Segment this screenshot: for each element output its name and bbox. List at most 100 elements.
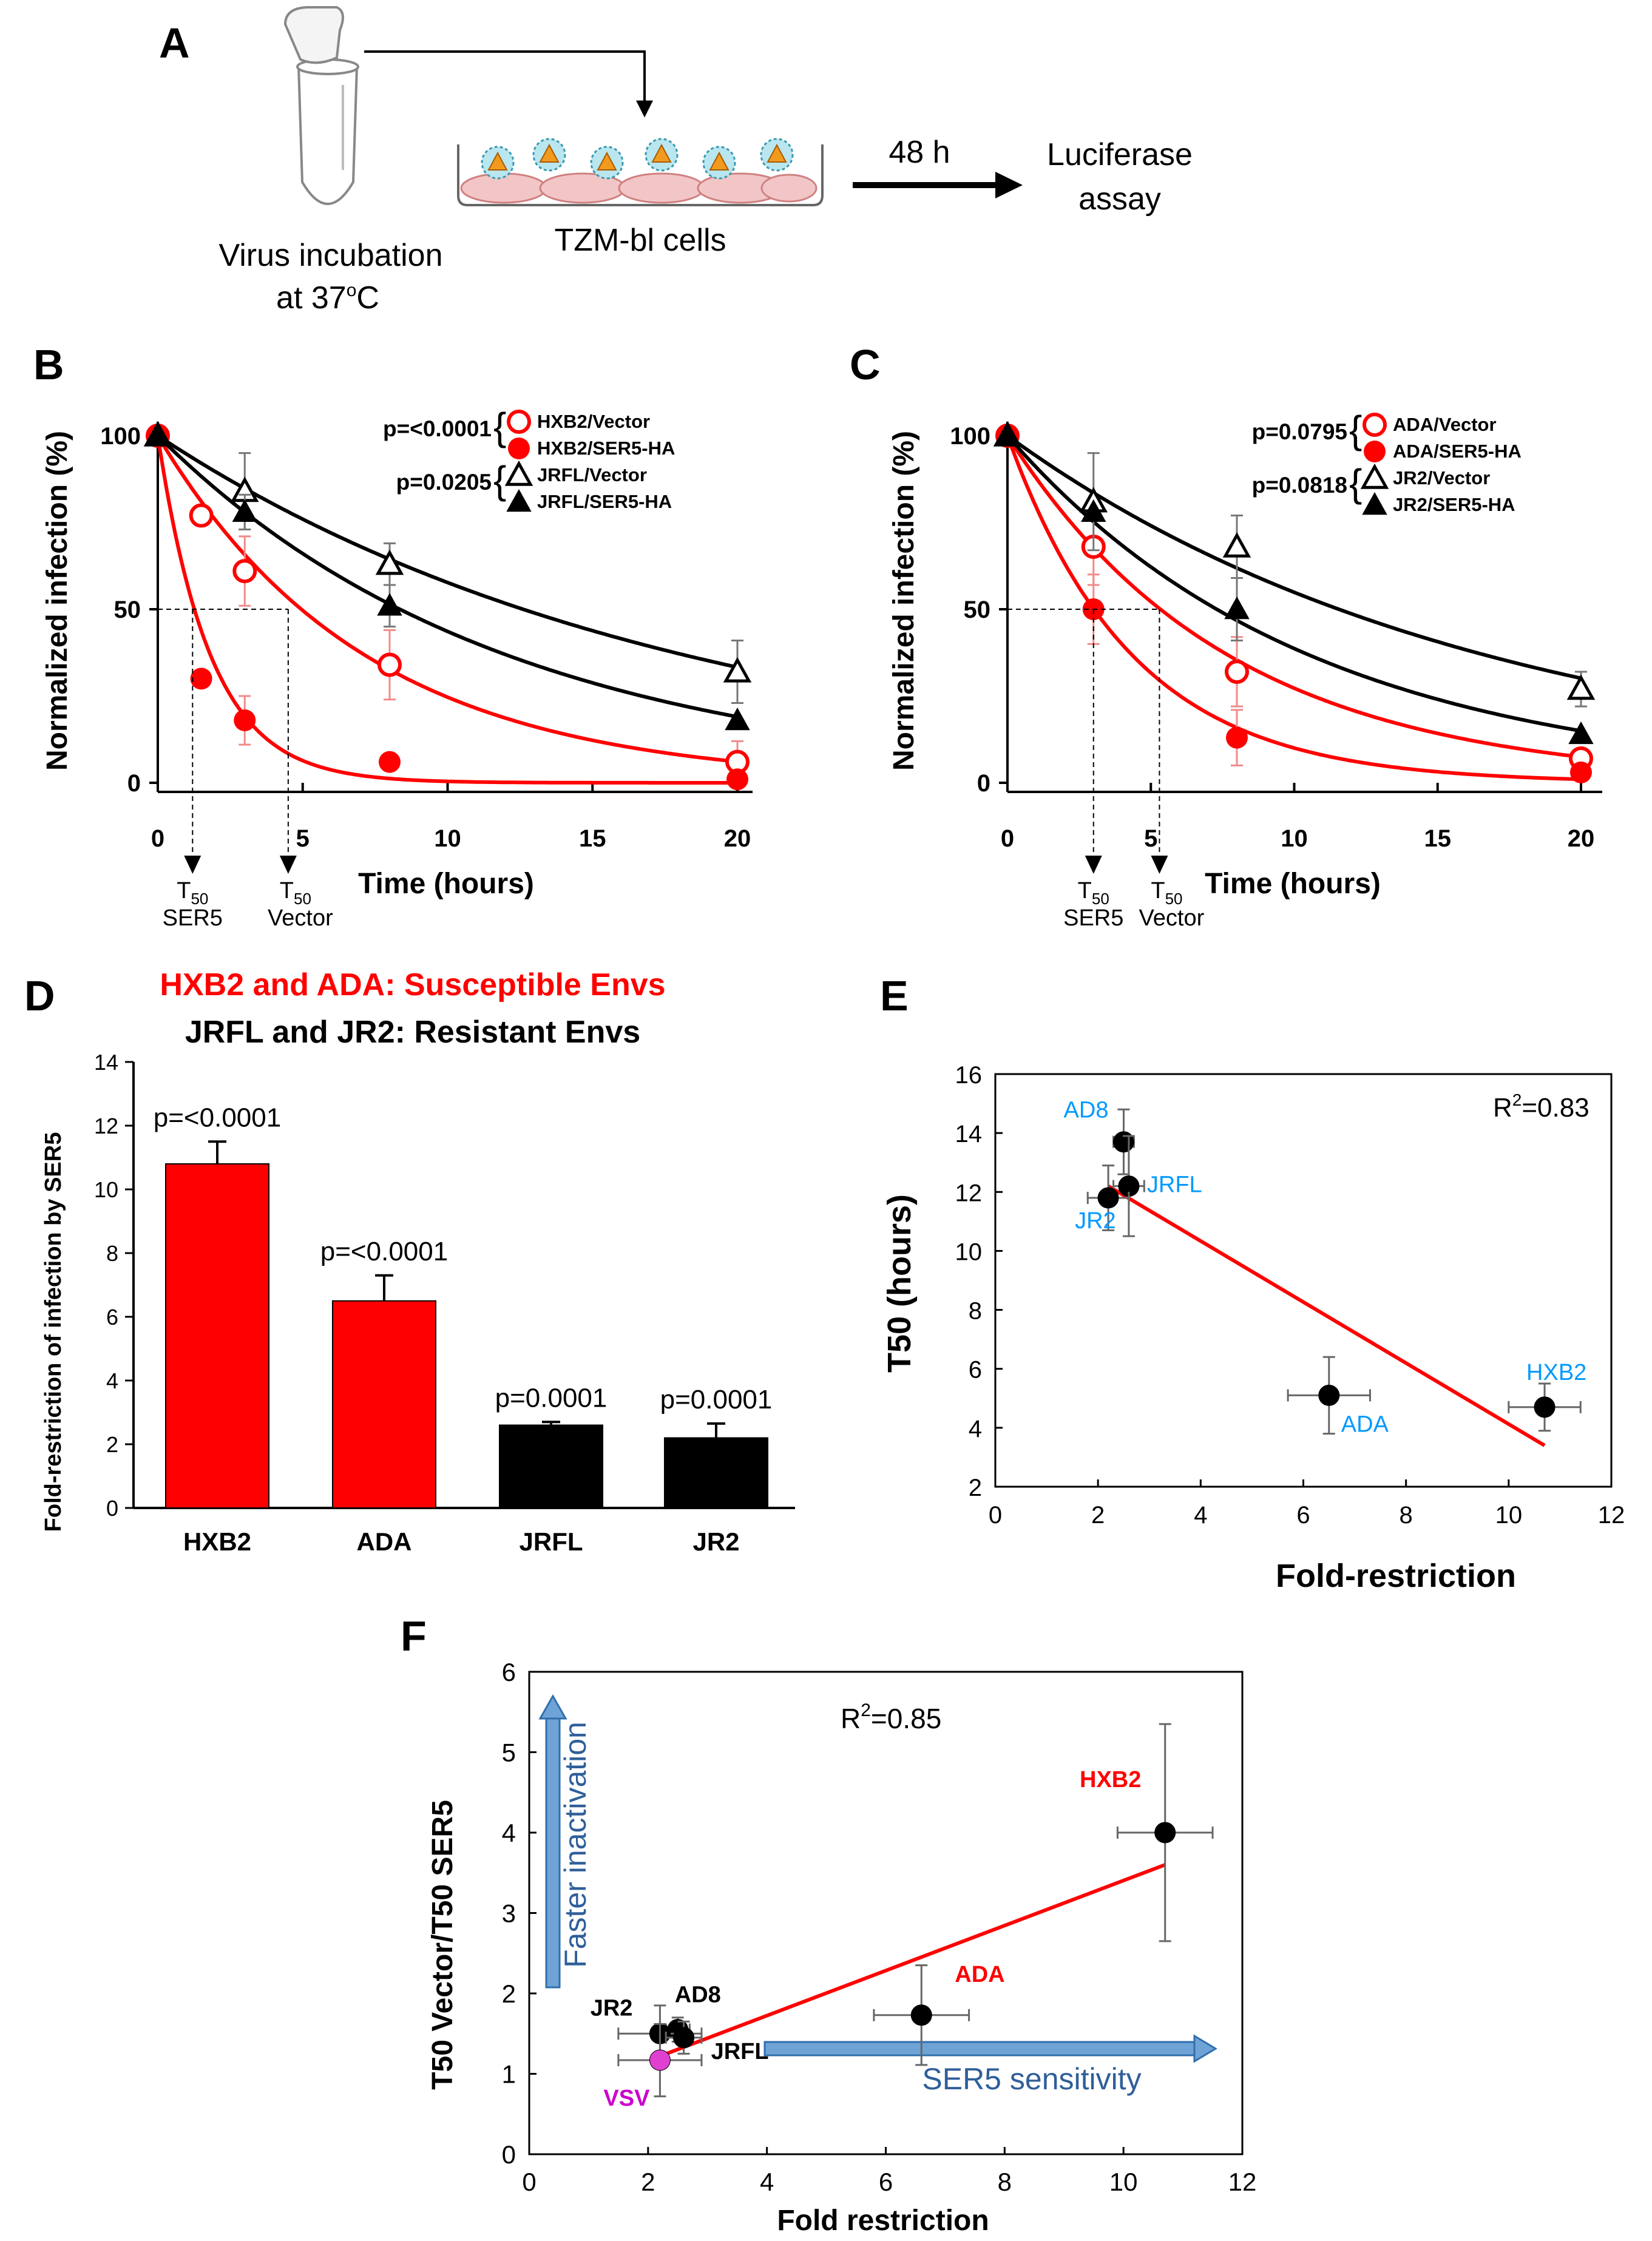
bar-hxb2: [165, 1163, 269, 1509]
p-value-label: p=<0.0001: [383, 416, 492, 441]
point-jrfl: [673, 2027, 695, 2049]
legend-marker: [1360, 463, 1389, 489]
y-tick-label: 4: [969, 1416, 982, 1442]
panel-e-xlabel: Fold-restriction: [1276, 1558, 1516, 1594]
y-tick-label: 4: [502, 1819, 516, 1847]
y-tick-label: 1: [502, 2060, 516, 2089]
y-tick-label: 16: [955, 1062, 983, 1089]
panel-c: C Normalized infection (%) Time (hours) …: [850, 341, 1602, 931]
bar-pvalue: p=0.0001: [660, 1385, 773, 1415]
t50-ser5-sublabel: SER5: [1063, 905, 1123, 931]
y-tick-label: 12: [94, 1114, 118, 1138]
x-tick-label: 2: [1091, 1502, 1105, 1529]
data-point: [725, 707, 750, 731]
virus-incubation-label: Virus incubation: [218, 238, 442, 273]
legend-marker: [1364, 441, 1386, 462]
y-tick-label: 100: [950, 423, 990, 450]
x-tick-label: 10: [1495, 1502, 1523, 1529]
fit-curve-ada-ser5-ha: [1006, 434, 1582, 782]
x-tick-label: 6: [1296, 1502, 1310, 1529]
x-tick-label: 2: [641, 2168, 655, 2196]
bar-jr2: [664, 1437, 768, 1509]
legend-brace: {: [1349, 408, 1362, 451]
time-label: 48 h: [889, 135, 950, 170]
transfer-arrow: [364, 50, 653, 118]
point-label-hxb2: HXB2: [1080, 1767, 1141, 1793]
y-tick-label: 12: [955, 1180, 983, 1206]
panel-b-xlabel: Time (hours): [358, 868, 534, 900]
panel-e-r2: R2=0.83: [1493, 1090, 1589, 1123]
virus-particles: [481, 138, 794, 180]
point-label-ad8: AD8: [675, 1982, 721, 2008]
y-tick-label: 6: [502, 1658, 516, 1686]
assay-label-1: Luciferase: [1047, 137, 1193, 172]
data-point: [1570, 761, 1592, 783]
point-label-vsv: VSV: [603, 2086, 650, 2111]
panel-d-title-black: JRFL and JR2: Resistant Envs: [185, 1015, 640, 1050]
point-ada: [1318, 1384, 1340, 1406]
data-point: [377, 652, 402, 677]
legend-label: JR2/Vector: [1393, 467, 1490, 488]
point-ada: [910, 2004, 932, 2026]
x-tick-label: 12: [1228, 2168, 1257, 2196]
point-jr2: [1097, 1187, 1119, 1209]
point-label-jr2: JR2: [1075, 1208, 1116, 1234]
p-value-label: p=0.0205: [396, 470, 492, 495]
data-point: [1222, 532, 1251, 558]
panel-c-xlabel: Time (hours): [1205, 868, 1381, 900]
x-tick-label: 20: [724, 825, 751, 852]
legend-label: ADA/SER5-HA: [1393, 441, 1522, 462]
t50-ser5-arrowhead: [1085, 856, 1102, 874]
x-tick-label: 20: [1568, 825, 1595, 852]
virus-temp-label: at 37oC: [276, 280, 379, 316]
legend-brace: {: [493, 405, 506, 448]
y-tick-label: 0: [502, 2140, 516, 2169]
assay-label-2: assay: [1078, 181, 1161, 217]
fit-curve-jr2-ser5-ha: [1006, 434, 1582, 733]
legend-marker: [507, 410, 531, 434]
legend-label: ADA/Vector: [1393, 414, 1497, 435]
panel-f-r2: R2=0.85: [841, 1700, 941, 1734]
legend-marker: [1363, 413, 1387, 437]
bar-ada: [332, 1300, 436, 1509]
t50-vector-sublabel: Vector: [1139, 905, 1205, 931]
y-tick-label: 2: [502, 1979, 516, 2008]
panel-e-ylabel: T50 (hours): [881, 1194, 918, 1373]
data-point: [379, 751, 401, 773]
data-point: [189, 503, 214, 528]
data-point: [1566, 674, 1596, 700]
data-point: [375, 549, 404, 575]
panel-d: D HXB2 and ADA: Susceptible Envs JRFL an…: [24, 967, 795, 1556]
y-tick-label: 50: [114, 597, 141, 623]
data-point: [234, 709, 256, 732]
point-label-ad8: AD8: [1064, 1098, 1109, 1123]
point-label-jr2: JR2: [591, 1995, 633, 2021]
data-point: [726, 768, 748, 791]
legend-marker: [1362, 492, 1387, 515]
legend-label: JRFL/Vector: [537, 464, 647, 485]
data-point: [232, 559, 257, 584]
regression-line: [659, 1863, 1166, 2058]
y-tick-label: 10: [94, 1177, 118, 1202]
x-tick-label: 5: [296, 825, 310, 852]
legend-label: JR2/SER5-HA: [1393, 494, 1515, 515]
x-tick-label: 0: [151, 825, 164, 852]
legend-label: HXB2/SER5-HA: [537, 438, 675, 459]
process-arrow-head: [995, 172, 1023, 198]
point-label-jrfl: JRFL: [711, 2039, 769, 2064]
data-point: [232, 499, 257, 522]
regression-line: [1107, 1184, 1546, 1447]
x-tick-label: 15: [1424, 825, 1452, 852]
panel-c-ylabel: Normalized infection (%): [888, 431, 920, 771]
fit-curve-jr2-vector: [1006, 434, 1582, 680]
point-vsv: [649, 2049, 671, 2071]
y-tick-label: 50: [964, 597, 991, 623]
x-tick-label: 0: [1001, 825, 1014, 852]
tube-icon: [283, 6, 359, 205]
data-point: [190, 668, 212, 690]
x-tick-label: HXB2: [183, 1527, 251, 1556]
x-tick-label: 4: [760, 2168, 774, 2196]
data-point: [1225, 659, 1249, 684]
y-tick-label: 0: [977, 770, 990, 797]
